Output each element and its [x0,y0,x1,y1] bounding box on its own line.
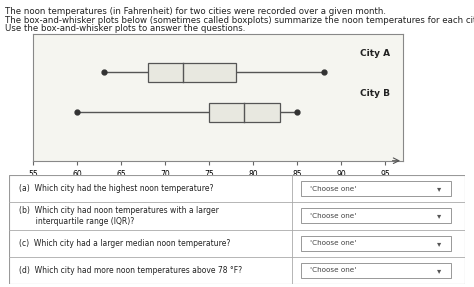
Text: 'Choose one': 'Choose one' [310,267,356,274]
FancyBboxPatch shape [147,63,236,82]
Text: ▾: ▾ [438,266,442,275]
Text: The noon temperatures (in Fahrenheit) for two cities were recorded over a given : The noon temperatures (in Fahrenheit) fo… [5,7,386,16]
Text: The box-and-whisker plots below (sometimes called boxplots) summarize the noon t: The box-and-whisker plots below (sometim… [5,16,474,25]
FancyBboxPatch shape [301,236,451,251]
Text: 'Choose one': 'Choose one' [310,240,356,246]
Text: 'Choose one': 'Choose one' [310,213,356,219]
FancyBboxPatch shape [301,263,451,278]
Text: (d)  Which city had more noon temperatures above 78 °F?: (d) Which city had more noon temperature… [18,266,242,275]
Text: ▾: ▾ [438,184,442,193]
Text: City A: City A [360,49,390,58]
X-axis label: Noon temperature (in Fahrenheit): Noon temperature (in Fahrenheit) [145,181,291,191]
Text: ▾: ▾ [438,212,442,220]
FancyBboxPatch shape [209,103,280,122]
Text: Use the box-and-whisker plots to answer the questions.: Use the box-and-whisker plots to answer … [5,24,245,32]
Text: ▾: ▾ [438,239,442,248]
FancyBboxPatch shape [301,208,451,224]
Text: 'Choose one': 'Choose one' [310,186,356,192]
Text: (b)  Which city had noon temperatures with a larger
       interquartile range (: (b) Which city had noon temperatures wit… [18,206,219,226]
Text: (a)  Which city had the highest noon temperature?: (a) Which city had the highest noon temp… [18,184,213,193]
FancyBboxPatch shape [301,181,451,196]
Text: (c)  Which city had a larger median noon temperature?: (c) Which city had a larger median noon … [18,239,230,248]
Text: City B: City B [360,89,390,98]
